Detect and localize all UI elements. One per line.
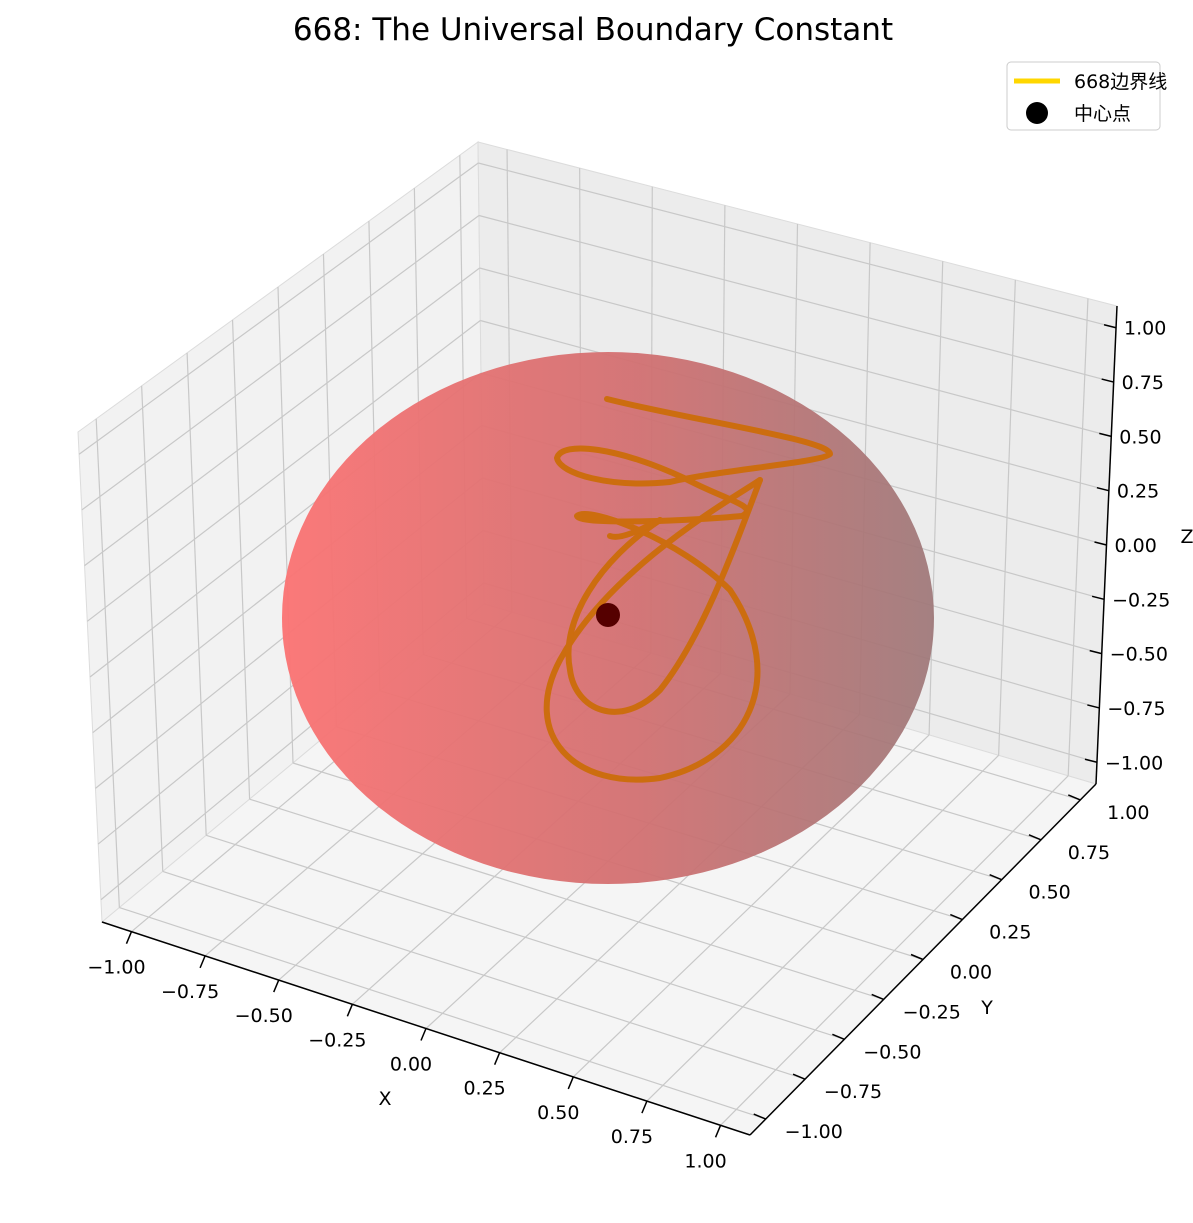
y-tick-mark — [871, 993, 884, 1001]
x-tick-mark — [567, 1076, 574, 1090]
y-axis-ticks: −1.00 −0.75 −0.50 −0.25 0.00 0.25 0.50 0.75 1.00 — [753, 794, 1149, 1143]
boundary-line-segment-2 — [565, 477, 763, 715]
x-tick-label: 0.50 — [537, 1102, 579, 1124]
x-grid-line — [928, 261, 944, 735]
z-grid-line — [478, 162, 1117, 329]
z-tick-label: 1.00 — [1124, 318, 1166, 340]
boundary-line-segment-3 — [607, 517, 663, 540]
z-axis-ticks: −1.00 −0.75 −0.50 −0.25 0.00 0.25 0.50 0.75 1.00 — [1084, 318, 1170, 774]
z-tick-label: −0.50 — [1110, 644, 1168, 666]
y-tick-mark — [753, 1113, 767, 1120]
y-tick-mark — [950, 913, 963, 921]
y-tick-label: 0.00 — [950, 962, 992, 984]
legend-point-swatch — [1026, 102, 1048, 124]
x-grid-line — [572, 734, 930, 1078]
x-tick-label: 0.00 — [390, 1054, 432, 1076]
y-tick-label: 0.50 — [1028, 882, 1070, 904]
z-grid-line — [81, 215, 480, 511]
z-tick-mark — [1094, 541, 1107, 546]
x-tick-label: −1.00 — [87, 957, 145, 979]
y-tick-label: 0.75 — [1068, 842, 1110, 864]
z-tick-mark — [1089, 649, 1102, 655]
z-grid-line — [86, 320, 481, 622]
z-tick-label: 0.75 — [1122, 372, 1164, 394]
x-tick-mark — [346, 1004, 354, 1017]
legend-label-center-point: 中心点 — [1074, 103, 1131, 125]
z-tick-mark — [1103, 323, 1117, 329]
x-axis-label: X — [378, 1088, 391, 1110]
z-grid-line — [84, 267, 480, 567]
x-axis-ticks: −1.00 −0.75 −0.50 −0.25 0.00 0.25 0.50 0.75 1.00 — [87, 931, 727, 1172]
y-tick-label: −0.25 — [903, 1001, 961, 1023]
z-grid-line — [478, 214, 1114, 383]
z-tick-mark — [1091, 595, 1105, 601]
z-tick-label: −0.25 — [1112, 589, 1170, 611]
x-tick-label: 0.75 — [611, 1126, 653, 1148]
y-tick-label: −0.50 — [863, 1041, 921, 1063]
z-tick-mark — [1084, 758, 1098, 764]
x-grid-line — [720, 775, 1069, 1126]
z-tick-label: 0.00 — [1115, 535, 1157, 557]
center-point — [596, 603, 620, 627]
x-tick-label: −0.25 — [308, 1029, 366, 1051]
x-tick-label: 1.00 — [684, 1150, 726, 1172]
y-tick-mark — [792, 1073, 806, 1080]
z-tick-mark — [1101, 378, 1114, 383]
y-tick-label: 1.00 — [1107, 802, 1149, 824]
y-tick-label: −0.75 — [824, 1081, 882, 1103]
x-tick-mark — [714, 1125, 722, 1138]
z-tick-mark — [1096, 486, 1110, 492]
y-tick-mark — [1028, 834, 1042, 841]
z-tick-label: 0.25 — [1117, 481, 1159, 503]
z-grid-line — [78, 162, 479, 455]
legend-label-boundary-line: 668边界线 — [1074, 71, 1167, 93]
x-grid-line — [1067, 298, 1089, 776]
z-tick-mark — [1087, 704, 1100, 709]
chart-title: 668: The Universal Boundary Constant — [293, 12, 893, 48]
z-tick-mark — [1099, 432, 1112, 438]
z-tick-label: −1.00 — [1105, 752, 1163, 774]
x-tick-label: 0.25 — [463, 1078, 505, 1100]
boundary-line-series — [543, 396, 833, 783]
x-grid-line — [998, 279, 1016, 756]
x-grid-line — [646, 754, 1000, 1102]
y-tick-mark — [1067, 794, 1081, 801]
y-tick-mark — [989, 874, 1002, 881]
z-axis-label: Z — [1180, 526, 1193, 548]
z-tick-label: −0.75 — [1107, 698, 1165, 720]
z-tick-label: 0.50 — [1119, 426, 1161, 448]
x-tick-mark — [641, 1100, 648, 1114]
y-axis-label: Y — [980, 997, 993, 1019]
x-tick-mark — [125, 931, 133, 944]
legend: 668边界线 中心点 — [1006, 61, 1167, 131]
x-tick-label: −0.50 — [235, 1005, 293, 1027]
y-tick-label: −1.00 — [785, 1121, 843, 1143]
x-tick-mark — [199, 955, 206, 969]
z-grid-line — [479, 267, 1112, 437]
x-tick-label: −0.75 — [161, 981, 219, 1003]
y-tick-mark — [910, 953, 924, 961]
x-tick-mark — [493, 1052, 501, 1065]
x-tick-mark — [273, 979, 280, 993]
y-tick-label: 0.25 — [989, 922, 1031, 944]
x-tick-mark — [420, 1028, 427, 1041]
y-tick-mark — [832, 1033, 845, 1040]
